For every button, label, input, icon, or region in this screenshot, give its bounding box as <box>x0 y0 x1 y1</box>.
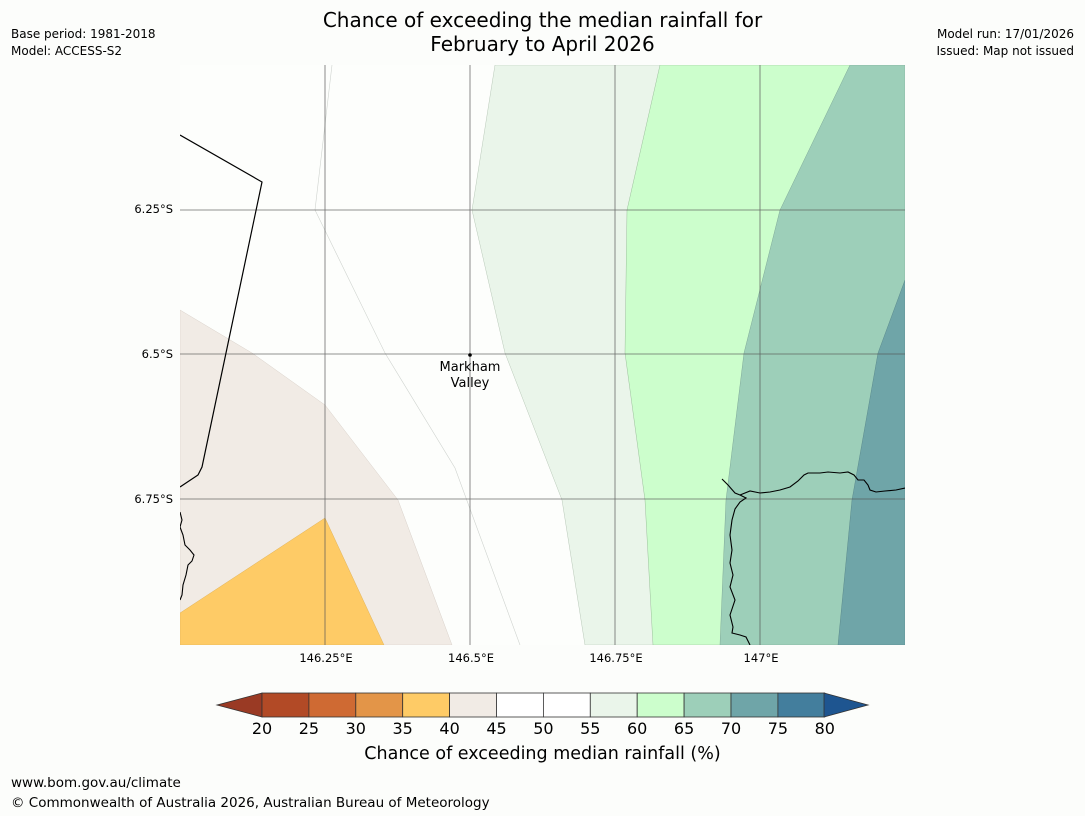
lon-label-4: 147°E <box>743 651 779 665</box>
colorbar-tick-20: 20 <box>251 719 273 738</box>
colorbar-cell-35-40 <box>402 692 450 718</box>
colorbar-cell-45-50 <box>496 692 544 718</box>
contour-line-50 <box>314 65 521 645</box>
colorbar <box>215 692 870 718</box>
colorbar-cell-20-25 <box>261 692 310 718</box>
colorbar-cell-40-45 <box>449 692 497 718</box>
map-title: Chance of exceeding the median rainfall … <box>0 8 1085 56</box>
colorbar-cell-30-35 <box>355 692 404 718</box>
location-label-line-2: Valley <box>451 376 490 391</box>
region-35-40 <box>180 517 385 645</box>
colorbar-tick-70: 70 <box>720 719 742 738</box>
region-70-75 <box>837 279 905 645</box>
colorbar-tick-50: 50 <box>533 719 554 738</box>
lon-label-2: 146.5°E <box>448 651 494 665</box>
river-line <box>739 471 905 496</box>
colorbar-label: Chance of exceeding median rainfall (%) <box>364 744 721 764</box>
meta-right: Model run: 17/01/2026 Issued: Map not is… <box>936 26 1074 60</box>
lat-label-1: 6.25°S <box>134 202 173 216</box>
issued-status: Issued: Map not issued <box>936 44 1074 58</box>
colorbar-cell-55-60 <box>589 692 638 718</box>
graticule <box>180 65 905 645</box>
lon-label-3: 146.75°E <box>589 651 643 665</box>
colorbar-tick-75: 75 <box>767 719 789 738</box>
base-period: Base period: 1981-2018 <box>11 27 156 41</box>
region-40-45 <box>180 309 453 645</box>
colorbar-cell-25-30 <box>308 692 357 718</box>
colorbar-tick-30: 30 <box>345 719 366 738</box>
colorbar-under-arrow <box>215 692 263 718</box>
colorbar-cells <box>261 692 826 718</box>
colorbar-cell-75-80 <box>777 692 826 718</box>
rainfall-map: Markham Valley <box>180 65 905 645</box>
location-label-line-1: Markham <box>440 360 501 375</box>
meta-left: Base period: 1981-2018 Model: ACCESS-S2 <box>11 26 156 60</box>
colorbar-tick-80: 80 <box>814 719 835 738</box>
coastline-west <box>180 511 195 601</box>
colorbar-tick-35: 35 <box>392 719 413 738</box>
colorbar-tick-65: 65 <box>673 719 695 738</box>
location-marker <box>468 353 472 357</box>
colorbar-tick-25: 25 <box>298 719 320 738</box>
border-line <box>180 134 263 488</box>
colorbar-tick-60: 60 <box>627 719 648 738</box>
colorbar-cell-50-55 <box>542 692 591 718</box>
colorbar-tick-40: 40 <box>439 719 460 738</box>
footer-url[interactable]: www.bom.gov.au/climate <box>11 775 181 791</box>
colorbar-tick-45: 45 <box>486 719 507 738</box>
coastline-east <box>721 478 751 645</box>
lat-label-3: 6.75°S <box>134 492 173 506</box>
title-line-2: February to April 2026 <box>430 32 655 56</box>
model-name: Model: ACCESS-S2 <box>11 44 123 58</box>
colorbar-cell-60-65 <box>636 692 685 718</box>
model-run: Model run: 17/01/2026 <box>936 27 1074 41</box>
colorbar-tick-55: 55 <box>580 719 601 738</box>
lon-label-1: 146.25°E <box>299 651 353 665</box>
lat-label-2: 6.5°S <box>141 347 173 361</box>
colorbar-cell-65-70 <box>683 692 732 718</box>
colorbar-cell-70-75 <box>730 692 779 718</box>
colorbar-over-arrow <box>823 692 870 718</box>
title-line-1: Chance of exceeding the median rainfall … <box>322 8 763 32</box>
footer-copyright: © Commonwealth of Australia 2026, Austra… <box>11 795 490 811</box>
